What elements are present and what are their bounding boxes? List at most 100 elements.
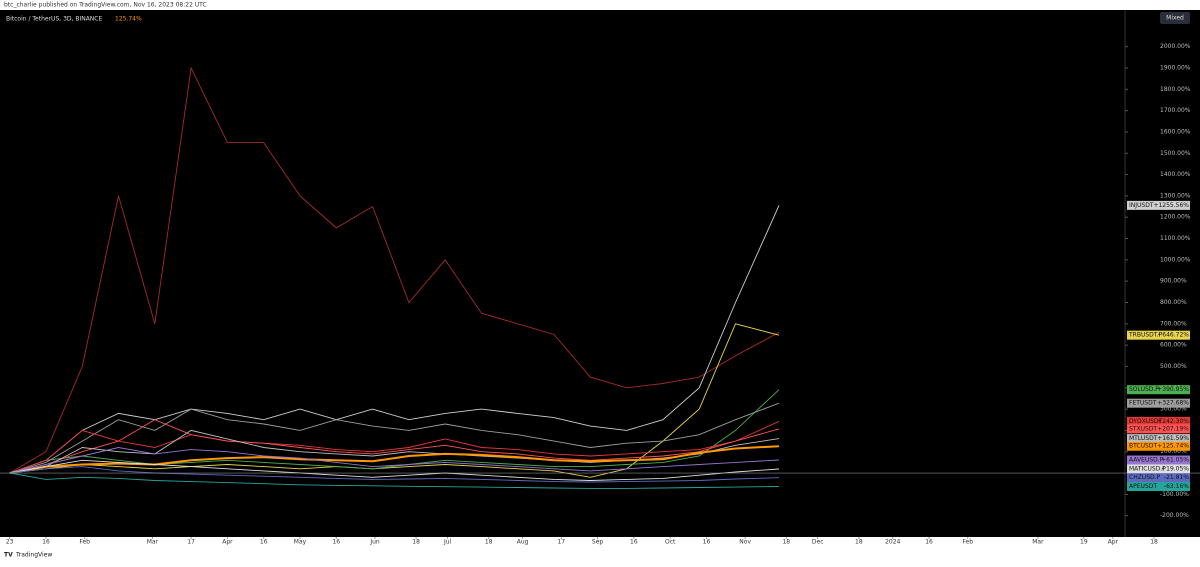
price-tag bbox=[1127, 464, 1190, 474]
y-tick-label: 1500.00% bbox=[1160, 150, 1191, 157]
series-line bbox=[9, 66, 780, 474]
x-tick-label: Jul bbox=[443, 539, 452, 546]
x-tick-label: Aug bbox=[517, 539, 529, 546]
price-tag bbox=[1127, 455, 1190, 465]
series-line bbox=[9, 389, 780, 474]
series-line bbox=[9, 205, 780, 474]
y-tick-label: 2000.00% bbox=[1160, 43, 1191, 50]
y-tick-label: 700.00% bbox=[1160, 320, 1187, 327]
tag-value: +61.05% bbox=[1161, 457, 1189, 464]
tag-value: +242.30% bbox=[1157, 418, 1189, 425]
tag-name: CHZUSD.P bbox=[1129, 474, 1161, 481]
price-tag bbox=[1127, 330, 1190, 340]
x-tick-label: 18 bbox=[782, 539, 790, 546]
series-line bbox=[9, 447, 780, 474]
x-tick-label: 16 bbox=[260, 539, 268, 546]
symbol-change: 125.74% bbox=[115, 16, 142, 23]
tag-value: +390.95% bbox=[1157, 386, 1189, 393]
x-tick-label: 18 bbox=[412, 539, 420, 546]
series-line bbox=[9, 445, 780, 474]
y-tick-label: 900.00% bbox=[1160, 278, 1187, 285]
tag-value: +1255.56% bbox=[1153, 202, 1189, 209]
brand: TradingView bbox=[15, 552, 52, 559]
mode-button[interactable] bbox=[1160, 12, 1190, 24]
x-tick-label: 17 bbox=[557, 539, 565, 546]
y-tick-label: 1900.00% bbox=[1160, 64, 1191, 71]
x-tick-label: 2024 bbox=[885, 539, 900, 546]
price-tag bbox=[1127, 424, 1190, 434]
y-tick-label: 300.00% bbox=[1160, 406, 1187, 413]
tag-name: FETUSDT bbox=[1129, 400, 1157, 407]
series-line bbox=[9, 472, 780, 489]
price-tag bbox=[1127, 473, 1190, 483]
chart-area bbox=[0, 10, 1200, 537]
tag-value: -63.16% bbox=[1164, 483, 1189, 490]
y-tick-label: -200.00% bbox=[1160, 512, 1189, 519]
tag-name: INJUSDT bbox=[1129, 202, 1154, 209]
mode-label[interactable]: Mixed bbox=[1166, 15, 1184, 22]
tag-value: +207.19% bbox=[1157, 425, 1189, 432]
x-tick-label: May bbox=[294, 539, 307, 546]
y-tick-label: 500.00% bbox=[1160, 363, 1187, 370]
y-tick-label: 1200.00% bbox=[1160, 214, 1191, 221]
y-tick-label: 1700.00% bbox=[1160, 107, 1191, 114]
y-tick-label: 100.00% bbox=[1160, 448, 1187, 455]
brand-icon: TV bbox=[4, 552, 13, 559]
tag-name: APEUSDT bbox=[1129, 483, 1157, 490]
tag-name: SOLUSD.P bbox=[1129, 386, 1159, 393]
x-tick-label: 16 bbox=[925, 539, 933, 546]
tag-value: +646.72% bbox=[1157, 332, 1189, 339]
x-tick-label: Mar bbox=[1032, 539, 1044, 546]
x-tick-label: 16 bbox=[332, 539, 340, 546]
x-tick-label: Oct bbox=[665, 539, 676, 546]
tag-value: -21.81% bbox=[1164, 474, 1189, 481]
x-tick-label: 16 bbox=[42, 539, 50, 546]
x-tick-label: Jun bbox=[369, 539, 380, 546]
tag-name: AAVEUSD.P bbox=[1129, 457, 1164, 464]
attribution: btc_charlie published on TradingView.com… bbox=[4, 2, 207, 9]
tag-name: STXUSDT bbox=[1129, 425, 1157, 432]
y-tick-label: 1400.00% bbox=[1160, 171, 1191, 178]
tag-value: +327.68% bbox=[1157, 400, 1189, 407]
x-tick-label: 18 bbox=[855, 539, 863, 546]
y-tick-label: -100.00% bbox=[1160, 491, 1189, 498]
price-tag bbox=[1127, 385, 1190, 395]
x-tick-label: Feb bbox=[79, 539, 90, 546]
y-tick-label: 1800.00% bbox=[1160, 86, 1191, 93]
price-tag bbox=[1127, 398, 1190, 408]
y-tick-label: 600.00% bbox=[1160, 342, 1187, 349]
tag-name: DYDXUSDT bbox=[1129, 418, 1163, 425]
symbol-title: Bitcoin / TetherUS, 3D, BINANCE bbox=[6, 16, 102, 23]
x-tick-label: Dec bbox=[812, 539, 824, 546]
x-tick-label: Apr bbox=[1108, 539, 1119, 546]
series-line bbox=[9, 419, 780, 474]
series-line bbox=[9, 402, 780, 474]
x-tick-label: Feb bbox=[962, 539, 973, 546]
price-tag bbox=[1127, 434, 1190, 444]
x-tick-label: Apr bbox=[222, 539, 233, 546]
tag-value: +161.59% bbox=[1157, 435, 1189, 442]
price-tag bbox=[1127, 441, 1190, 451]
x-tick-label: 16 bbox=[703, 539, 711, 546]
price-tag bbox=[1127, 200, 1190, 210]
y-tick-label: 1300.00% bbox=[1160, 192, 1191, 199]
x-tick-label: Nov bbox=[739, 539, 751, 546]
x-tick-label: 17 bbox=[187, 539, 195, 546]
series-line bbox=[9, 459, 780, 481]
y-tick-label: 1100.00% bbox=[1160, 235, 1191, 242]
series-line bbox=[9, 323, 780, 478]
x-tick-label: Sep bbox=[592, 539, 604, 546]
y-tick-label: 1600.00% bbox=[1160, 128, 1191, 135]
tag-name: TRBUSDT.P bbox=[1128, 332, 1163, 339]
tag-name: MATICUSD.P bbox=[1129, 465, 1166, 472]
y-tick-label: 800.00% bbox=[1160, 299, 1187, 306]
price-tag bbox=[1127, 416, 1190, 426]
price-tag bbox=[1127, 482, 1190, 492]
x-tick-label: 19 bbox=[1080, 539, 1088, 546]
series-line bbox=[9, 420, 780, 474]
y-tick-label: 1000.00% bbox=[1160, 256, 1191, 263]
x-tick-label: 16 bbox=[630, 539, 638, 546]
tag-name: MTLUSDT bbox=[1129, 435, 1158, 442]
tag-value: +19.05% bbox=[1161, 465, 1189, 472]
